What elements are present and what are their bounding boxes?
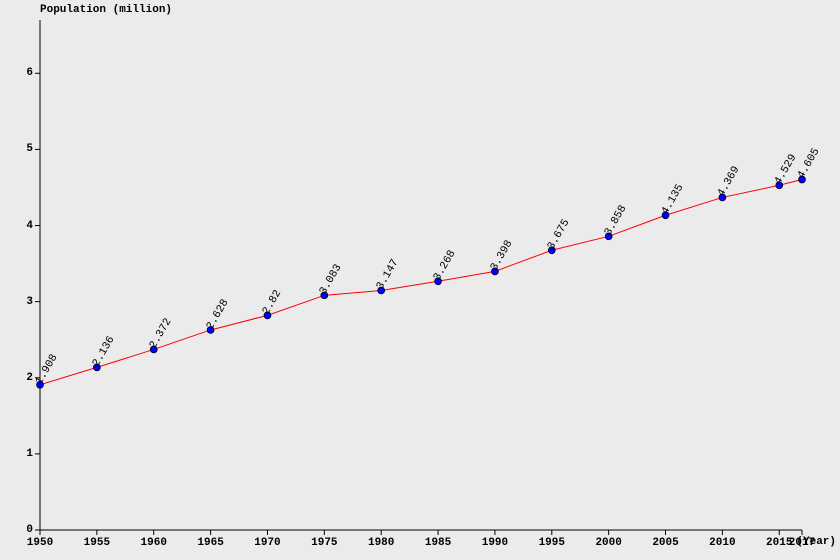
y-tick-label: 3 xyxy=(9,296,33,308)
x-tick-label: 1950 xyxy=(27,537,53,549)
x-tick-label: 2010 xyxy=(709,537,735,549)
y-tick-label: 1 xyxy=(9,448,33,460)
y-tick-label: 2 xyxy=(9,372,33,384)
x-tick-label: 1975 xyxy=(311,537,337,549)
population-line-chart: Population (million) (Year) 012345619501… xyxy=(0,0,840,560)
x-tick-label: 1955 xyxy=(84,537,110,549)
y-tick-label: 4 xyxy=(9,220,33,232)
x-tick-label: 1995 xyxy=(539,537,565,549)
x-tick-label: 1960 xyxy=(141,537,167,549)
x-tick-label: 1980 xyxy=(368,537,394,549)
x-tick-label: 1965 xyxy=(197,537,223,549)
y-tick-label: 0 xyxy=(9,524,33,536)
y-axis-label: Population (million) xyxy=(40,4,172,16)
y-tick-label: 6 xyxy=(9,67,33,79)
chart-svg xyxy=(0,0,840,560)
x-tick-label: 2000 xyxy=(595,537,621,549)
x-tick-label: 2017 xyxy=(789,537,815,549)
x-tick-label: 1985 xyxy=(425,537,451,549)
y-tick-label: 5 xyxy=(9,143,33,155)
x-tick-label: 2005 xyxy=(652,537,678,549)
x-tick-label: 1990 xyxy=(482,537,508,549)
x-tick-label: 1970 xyxy=(254,537,280,549)
